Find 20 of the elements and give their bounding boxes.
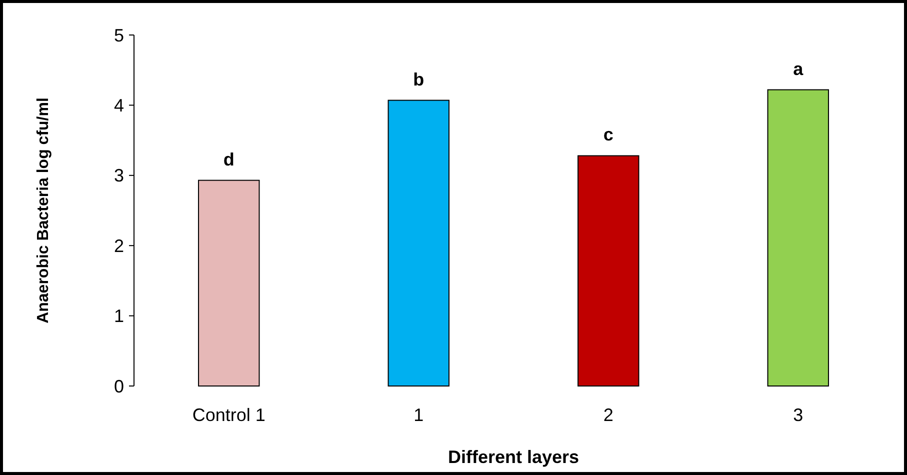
x-tick-label: 3 bbox=[793, 405, 804, 425]
y-tick-label: 4 bbox=[114, 96, 124, 116]
y-tick-label: 1 bbox=[114, 306, 124, 326]
y-tick-label: 3 bbox=[114, 166, 124, 186]
x-tick-label: Control 1 bbox=[192, 405, 266, 425]
y-tick-label: 2 bbox=[114, 236, 124, 256]
x-axis-title: Different layers bbox=[448, 447, 580, 467]
bar bbox=[388, 100, 450, 386]
bar bbox=[578, 155, 640, 386]
x-tick-label: 1 bbox=[414, 405, 424, 425]
annotation: a bbox=[793, 58, 804, 79]
annotation: d bbox=[223, 149, 234, 170]
annotation: c bbox=[603, 124, 614, 145]
x-tick-label: 2 bbox=[603, 405, 614, 425]
y-tick-label: 0 bbox=[114, 376, 124, 396]
y-axis-title: Anaerobic Bacteria log cfu/ml bbox=[35, 98, 52, 324]
bar bbox=[198, 180, 260, 386]
y-tick-label: 5 bbox=[114, 25, 124, 46]
bar bbox=[767, 89, 829, 386]
annotation: b bbox=[413, 69, 424, 90]
